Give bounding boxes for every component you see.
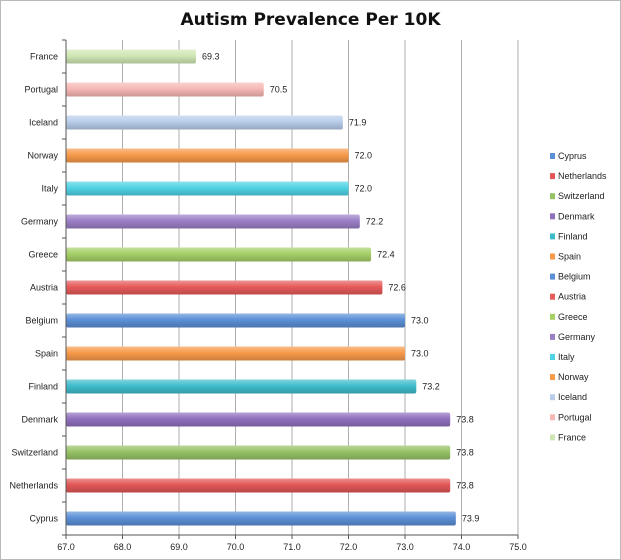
bar-iceland <box>66 115 343 130</box>
legend-swatch <box>550 233 555 240</box>
legend-swatch <box>550 153 555 159</box>
legend-label: Italy <box>558 352 575 362</box>
data-label: 73.2 <box>422 382 440 392</box>
y-category-label: Finland <box>28 382 58 392</box>
x-tick-label: 73.0 <box>396 542 414 552</box>
x-tick-label: 75.0 <box>509 542 527 552</box>
y-category-label: Italy <box>41 184 58 194</box>
y-category-label: Denmark <box>21 415 58 425</box>
legend-label: Denmark <box>558 211 595 221</box>
x-tick-label: 74.0 <box>453 542 471 552</box>
y-category-label: Spain <box>35 349 58 359</box>
legend-swatch <box>550 273 555 280</box>
data-label: 73.0 <box>411 316 429 326</box>
y-category-label: Austria <box>30 283 58 293</box>
legend-label: Finland <box>558 231 588 241</box>
bar-belgium <box>66 313 405 328</box>
legend-label: Germany <box>558 332 596 342</box>
legend-swatch <box>550 394 555 401</box>
y-category-label: Norway <box>27 151 58 161</box>
bar-spain <box>66 346 405 361</box>
data-label: 72.4 <box>377 250 395 260</box>
legend-label: Cyprus <box>558 151 587 161</box>
y-category-label: Belgium <box>25 316 58 326</box>
data-label: 71.9 <box>349 118 367 128</box>
data-label: 72.0 <box>355 151 373 161</box>
legend-label: France <box>558 432 586 442</box>
data-label: 72.6 <box>388 283 406 293</box>
x-tick-label: 68.0 <box>114 542 132 552</box>
y-category-label: Cyprus <box>29 514 58 524</box>
legend-swatch <box>550 434 555 441</box>
data-label: 73.8 <box>456 448 474 458</box>
bar-italy <box>66 181 349 196</box>
x-tick-label: 71.0 <box>283 542 301 552</box>
bar-france <box>66 49 196 64</box>
legend-swatch <box>550 173 555 180</box>
legend-swatch <box>550 193 555 200</box>
chart-title: Autism Prevalence Per 10K <box>180 10 441 30</box>
legend-label: Spain <box>558 252 581 262</box>
y-category-label: Switzerland <box>11 448 58 458</box>
legend-label: Switzerland <box>558 191 605 201</box>
y-category-label: Germany <box>21 217 59 227</box>
x-tick-label: 70.0 <box>227 542 245 552</box>
data-label: 73.9 <box>462 514 480 524</box>
legend-swatch <box>550 253 555 260</box>
legend-label: Austria <box>558 292 586 302</box>
y-category-label: Portugal <box>24 85 58 95</box>
legend-label: Iceland <box>558 392 587 402</box>
bar-germany <box>66 214 360 229</box>
legend-label: Norway <box>558 372 589 382</box>
bar-austria <box>66 280 383 295</box>
data-label: 73.0 <box>411 349 429 359</box>
legend-label: Portugal <box>558 412 592 422</box>
legend-swatch <box>550 333 555 340</box>
data-label: 72.0 <box>355 184 373 194</box>
legend-swatch <box>550 213 555 220</box>
data-label: 72.2 <box>366 217 384 227</box>
data-label: 73.8 <box>456 481 474 491</box>
legend-label: Belgium <box>558 272 591 282</box>
bar-greece <box>66 247 372 262</box>
legend-label: Netherlands <box>558 171 607 181</box>
legend-label: Greece <box>558 312 588 322</box>
legend-swatch <box>550 414 555 421</box>
legend-swatch <box>550 354 555 360</box>
y-category-label: Netherlands <box>9 481 58 491</box>
bar-cyprus <box>66 511 456 526</box>
bar-netherlands <box>66 478 451 493</box>
y-category-label: Greece <box>28 250 58 260</box>
bar-norway <box>66 148 349 163</box>
y-category-label: France <box>30 52 58 62</box>
y-category-label: Iceland <box>29 118 58 128</box>
x-tick-label: 67.0 <box>57 542 75 552</box>
bar-portugal <box>66 82 264 97</box>
legend-swatch <box>550 293 555 300</box>
legend-swatch <box>550 374 555 381</box>
legend-swatch <box>550 313 555 320</box>
data-label: 73.8 <box>456 415 474 425</box>
bar-denmark <box>66 412 451 427</box>
bar-switzerland <box>66 445 451 460</box>
x-tick-label: 69.0 <box>170 542 188 552</box>
x-tick-label: 72.0 <box>340 542 358 552</box>
data-label: 70.5 <box>270 85 288 95</box>
bar-finland <box>66 379 417 394</box>
data-label: 69.3 <box>202 52 220 62</box>
